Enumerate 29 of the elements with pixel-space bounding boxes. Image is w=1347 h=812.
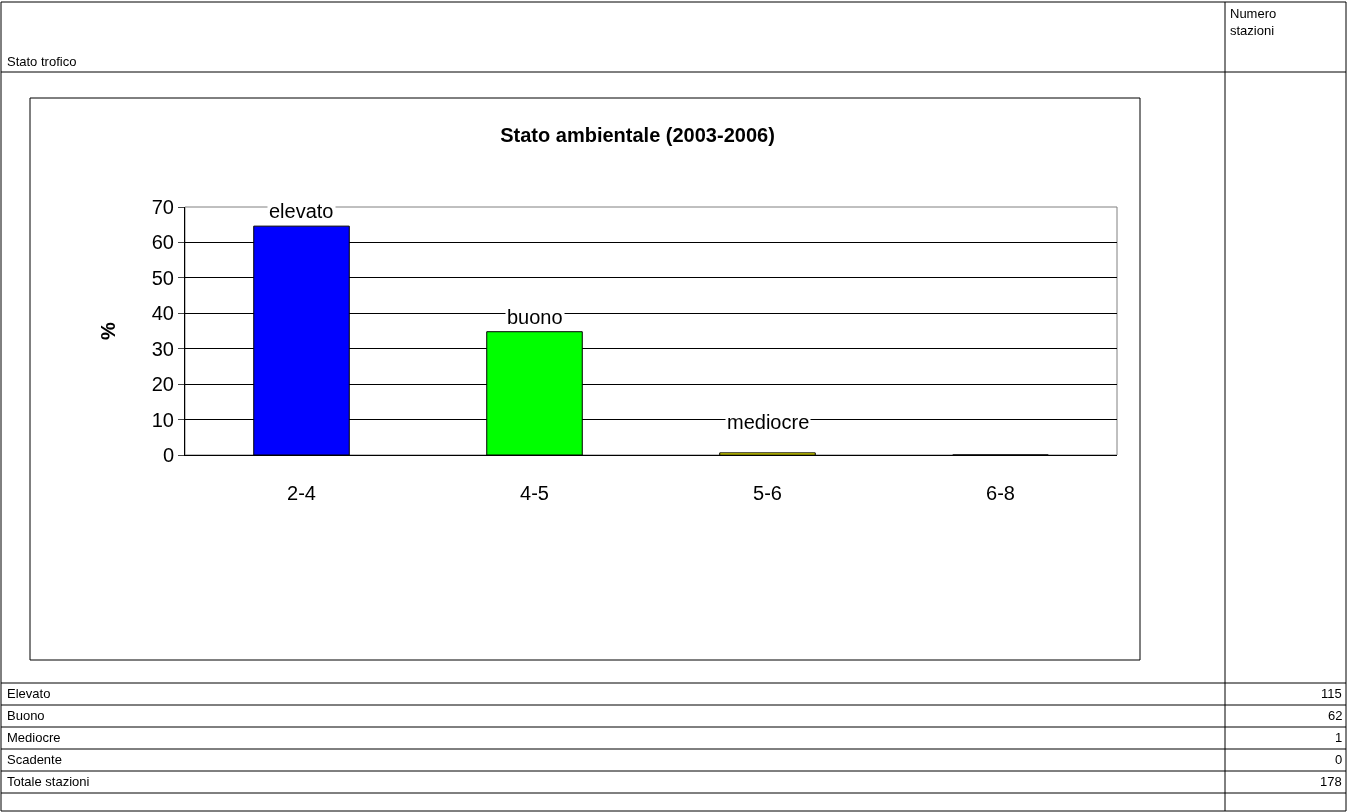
text: Numero stazioni (1230, 6, 1277, 38)
y-axis-title: % (97, 321, 120, 340)
text: Buono (7, 708, 45, 723)
y-tick-label: 40 (151, 302, 174, 325)
text: Stato trofico (7, 54, 77, 69)
y-tick-label: 50 (151, 266, 174, 289)
text: 0 (1335, 752, 1343, 767)
annotation: mediocre (727, 411, 810, 433)
text: Elevato (7, 686, 51, 701)
annotation: elevato (269, 200, 334, 222)
y-tick-label: 30 (151, 337, 174, 360)
annotation: buono (507, 306, 563, 328)
y-tick-label: 70 (151, 196, 174, 218)
text: Totale stazioni (7, 774, 90, 789)
text: 62 (1328, 708, 1343, 723)
text: 115 (1321, 686, 1342, 701)
x-tick-label: 6-8 (986, 482, 1015, 504)
x-tick-label: 4-5 (520, 482, 549, 504)
chart-title: Stato ambientale (2003-2006) (500, 124, 775, 146)
text: Scadente (7, 752, 62, 767)
text: 1 (1335, 730, 1343, 745)
text: 178 (1320, 774, 1342, 789)
y-tick-label: 60 (151, 231, 174, 254)
text: Mediocre (7, 730, 61, 745)
x-tick-label: 5-6 (753, 482, 782, 504)
y-tick-label: 10 (151, 408, 174, 431)
x-tick-label: 2-4 (287, 482, 316, 504)
y-tick-label: 20 (151, 373, 174, 396)
y-tick-label: 0 (162, 444, 174, 466)
